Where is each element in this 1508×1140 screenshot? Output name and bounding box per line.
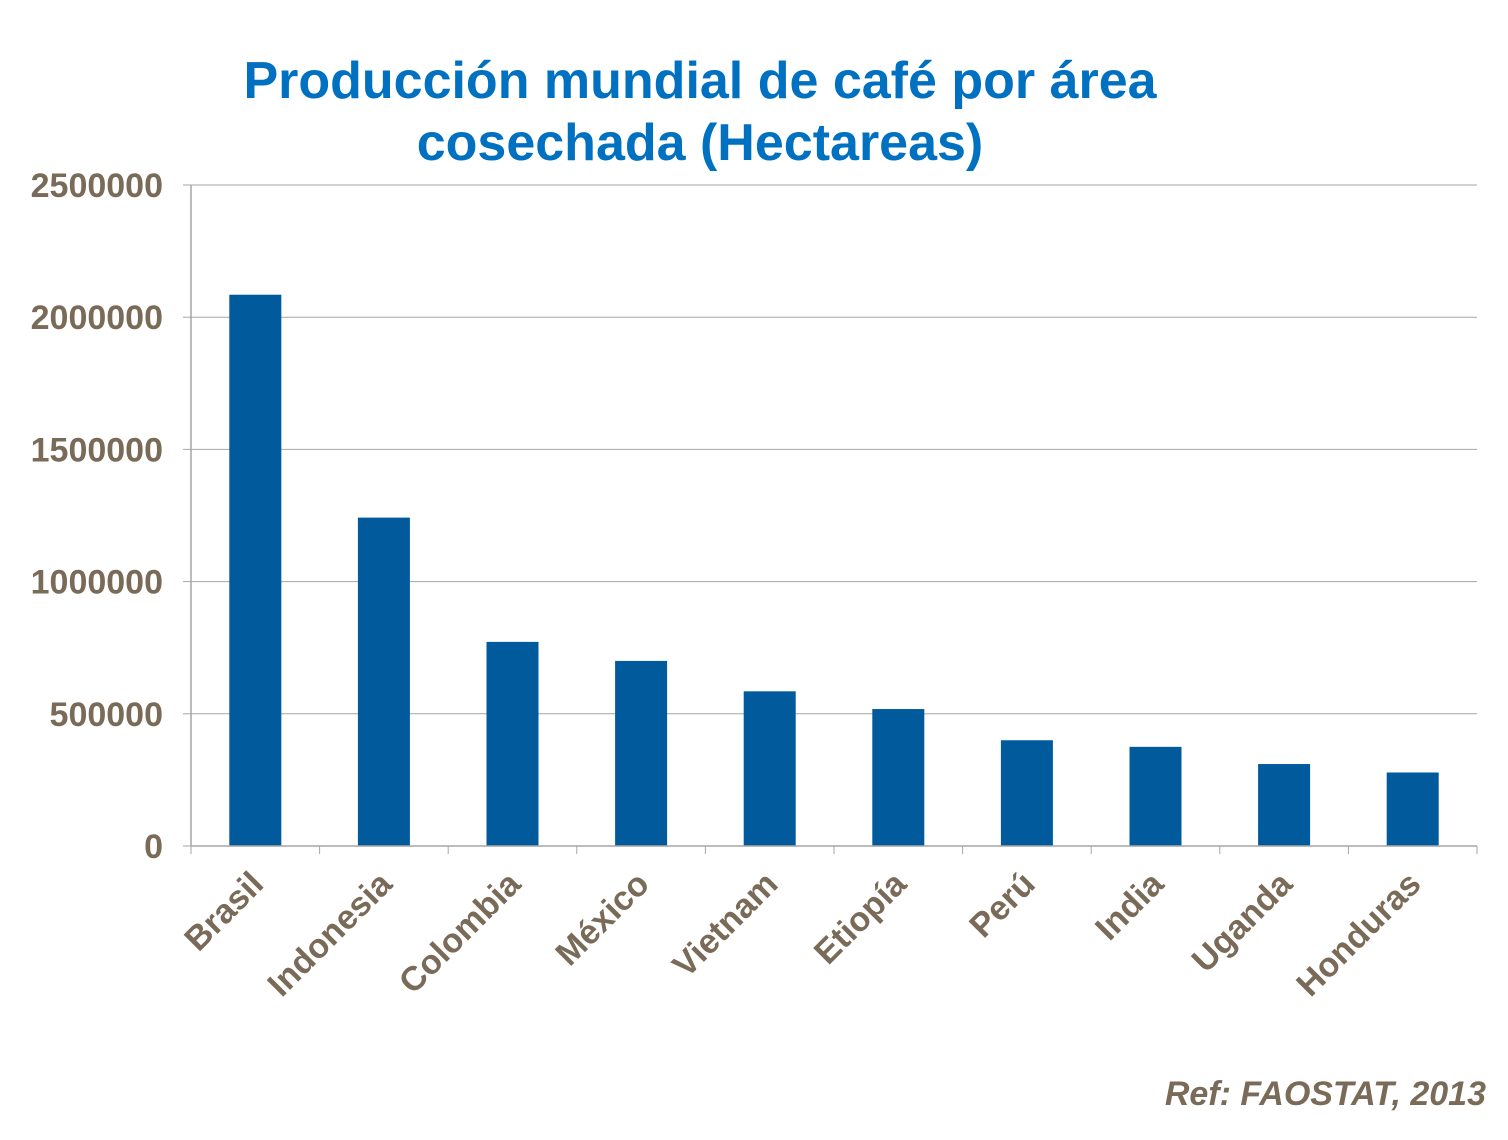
chart-title-line-1: Producción mundial de café por área [243,52,1157,110]
x-tick-label: Uganda [1185,864,1301,980]
x-tick-label: Honduras [1289,865,1428,1004]
axes [183,184,1478,854]
bar-méxico [615,660,668,846]
y-axis-tick-labels: 0 500000 1000000 1500000 2000000 2500000 [31,167,163,866]
bar-vietnam [743,691,796,846]
chart-title: Producción mundial de café por área cose… [0,50,1400,174]
bars [229,294,1439,846]
x-tick-label: Vietnam [665,865,785,985]
x-tick-label: Etiopía [807,864,915,972]
y-tick-label: 1500000 [31,431,163,469]
x-tick-label: Brasil [177,865,271,959]
y-tick-label: 1000000 [31,564,163,602]
x-tick-label: Perú [962,865,1042,945]
x-tick-label: Colombia [392,864,529,1001]
bar-india [1129,746,1182,846]
bar-indonesia [357,517,410,846]
bar-perú [1000,740,1053,846]
bar-etiopía [872,709,925,846]
y-tick-label: 2000000 [31,299,163,337]
x-tick-label: India [1088,864,1172,948]
y-tick-label: 0 [144,828,163,866]
y-tick-label: 2500000 [31,167,163,205]
source-note: Ref: FAOSTAT, 2013 [1164,1075,1486,1113]
bar-uganda [1258,764,1311,846]
bar-colombia [486,641,539,846]
chart-title-line-2: cosechada (Hectareas) [416,114,984,172]
y-tick-label: 500000 [50,696,163,734]
bar-brasil [229,294,282,846]
x-tick-label: Indonesia [260,864,400,1004]
x-tick-label: México [548,865,656,973]
bar-honduras [1386,772,1439,846]
